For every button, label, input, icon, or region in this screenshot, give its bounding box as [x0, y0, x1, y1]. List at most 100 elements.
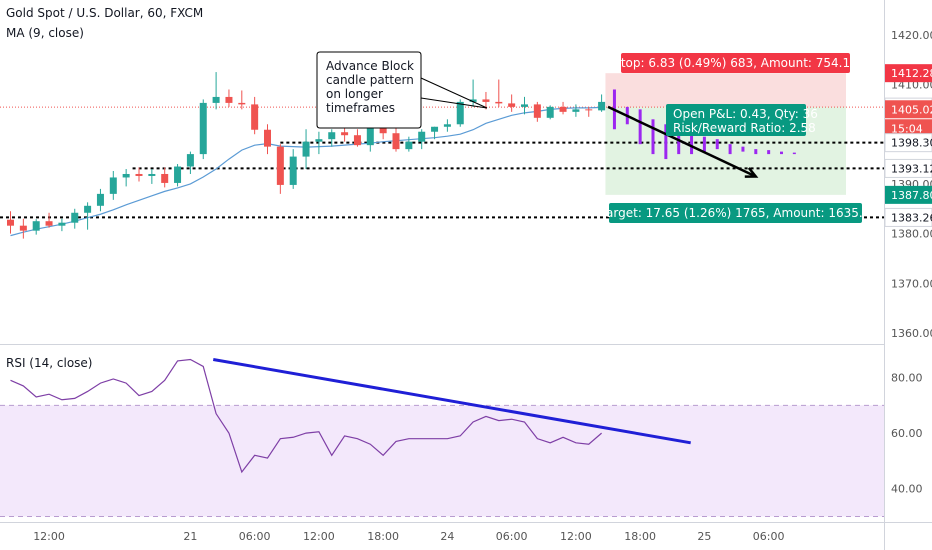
- price-tag-4: 1398.30: [891, 137, 932, 150]
- candle-body-17: [225, 96, 233, 103]
- candle-body-19: [251, 104, 259, 130]
- candle-body-30: [392, 133, 400, 150]
- candle-body-21: [276, 146, 284, 185]
- candle-body-6: [84, 205, 92, 213]
- time-tick-5: 24: [440, 530, 454, 543]
- stop-label-bg: [621, 53, 850, 73]
- candle-body-44: [572, 109, 580, 112]
- candle-body-38: [495, 101, 503, 104]
- callout-line-1: candle pattern: [326, 73, 414, 87]
- time-tick-4: 18:00: [367, 530, 399, 543]
- price-tag-2: 1405.02: [891, 103, 932, 116]
- callout-line-3: timeframes: [326, 101, 395, 115]
- price-tag-bg-0: [885, 64, 932, 83]
- candle-body-0: [7, 219, 14, 226]
- rsi-trendline: [212, 358, 691, 445]
- candle-body-24: [315, 139, 323, 142]
- callout-box: [316, 51, 422, 129]
- target-label-bg: [609, 203, 862, 223]
- price-tag-bg-5: [884, 158, 932, 178]
- candle-body-45: [585, 109, 593, 111]
- callout-pointer-2: [420, 97, 488, 109]
- candle-body-16: [212, 96, 220, 103]
- callout-pointer-1: [420, 77, 488, 109]
- candle-body-22: [289, 156, 297, 185]
- time-tick-1: 21: [183, 530, 197, 543]
- rsi-line: [10, 358, 602, 474]
- rsi-tick-1: 60.00: [891, 427, 923, 440]
- candle-body-35: [456, 101, 464, 125]
- chart-title: Gold Spot / U.S. Dollar, 60, FXCM: [6, 6, 204, 20]
- candle-body-26: [341, 132, 349, 136]
- candle-body-34: [443, 124, 451, 127]
- candle-body-18: [238, 102, 246, 105]
- price-tag-6: 1387.80: [891, 189, 932, 202]
- candle-body-28: [366, 127, 374, 146]
- time-tick-6: 06:00: [496, 530, 528, 543]
- candle-body-3: [45, 221, 53, 226]
- candle-body-15: [199, 102, 207, 155]
- price-tick-4: 1370.00: [891, 277, 932, 290]
- price-tag-bg-4: [884, 133, 932, 153]
- candle-body-46: [598, 101, 606, 111]
- time-tick-10: 06:00: [753, 530, 785, 543]
- rsi-band: [0, 405, 884, 517]
- candle-body-39: [508, 103, 516, 107]
- candle-body-10: [135, 173, 143, 176]
- projection-arrow-head: [744, 167, 759, 178]
- candle-body-8: [109, 177, 117, 194]
- rsi-tick-2: 40.00: [891, 483, 923, 496]
- price-tag-3: 15:04: [891, 122, 923, 135]
- candle-body-2: [32, 221, 40, 231]
- pnl-label: Open P&L: 0.43, Qty: 36: [673, 107, 818, 121]
- time-tick-2: 06:00: [239, 530, 271, 543]
- candle-body-43: [559, 106, 567, 112]
- candle-body-4: [58, 222, 66, 226]
- ma-line: [10, 106, 602, 237]
- candle-body-1: [19, 225, 27, 231]
- price-tag-bg-6: [885, 185, 932, 204]
- candle-body-37: [482, 99, 490, 102]
- candle-body-7: [96, 193, 104, 206]
- candle-body-13: [174, 166, 182, 183]
- candle-body-31: [405, 141, 413, 150]
- rsi-indicator-label: RSI (14, close): [6, 356, 93, 370]
- target-label: Target: 17.65 (1.26%) 1765, Amount: 1635…: [600, 206, 871, 220]
- rsi-tick-0: 80.00: [891, 372, 923, 385]
- price-tag-5: 1393.12: [891, 162, 932, 175]
- candle-body-42: [546, 106, 554, 118]
- candle-body-12: [161, 173, 169, 183]
- ma-indicator-label: MA (9, close): [6, 26, 84, 40]
- candle-body-36: [469, 99, 477, 102]
- risk-reward-label: Risk/Reward Ratio: 2.58: [673, 121, 816, 135]
- candle-body-27: [353, 135, 361, 146]
- candle-body-25: [328, 132, 336, 140]
- time-tick-8: 18:00: [624, 530, 656, 543]
- price-tick-5: 1360.00: [891, 327, 932, 340]
- candle-body-33: [431, 126, 439, 132]
- price-tag-0: 1412.28: [891, 67, 932, 80]
- time-tick-9: 25: [697, 530, 711, 543]
- candle-body-23: [302, 141, 310, 157]
- price-tick-3: 1380.00: [891, 228, 932, 241]
- candle-body-40: [521, 104, 528, 107]
- time-tick-3: 12:00: [303, 530, 335, 543]
- candle-body-5: [71, 212, 79, 223]
- price-tag-bg-3: [885, 119, 932, 138]
- price-tick-0: 1420.00: [891, 29, 932, 42]
- candle-body-41: [533, 104, 541, 118]
- projection-arrow: [607, 105, 757, 178]
- candle-body-11: [148, 173, 156, 176]
- candle-body-9: [122, 173, 130, 178]
- time-tick-0: 12:00: [33, 530, 65, 543]
- pnl-box-bg: [666, 104, 806, 136]
- stop-zone: [605, 73, 846, 108]
- time-tick-7: 12:00: [560, 530, 592, 543]
- candle-body-14: [186, 154, 194, 167]
- price-tag-bg-7: [884, 207, 932, 227]
- callout-line-2: on longer: [326, 87, 383, 101]
- candle-body-32: [418, 131, 426, 142]
- candle-body-20: [264, 129, 271, 147]
- price-tag-7: 1383.26: [891, 211, 932, 224]
